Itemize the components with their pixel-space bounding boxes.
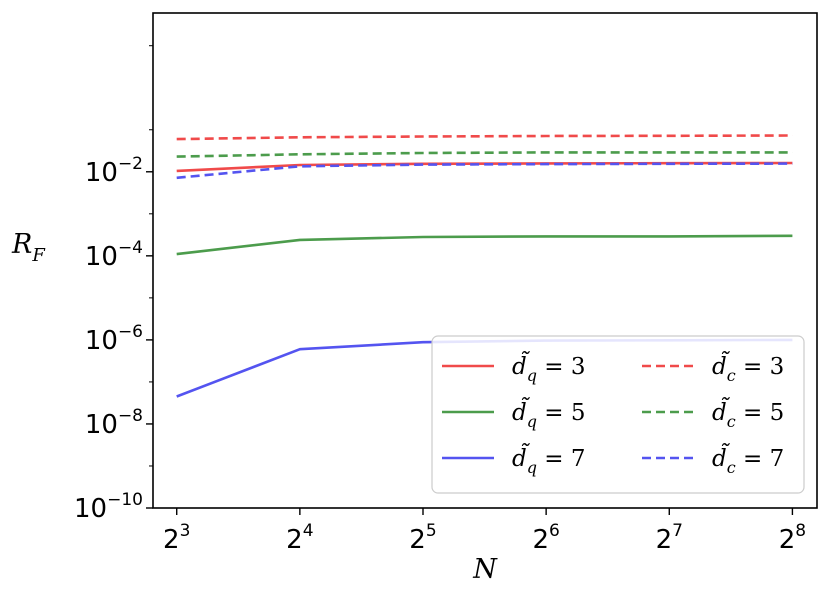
legend-label-subscript: q — [527, 366, 537, 385]
y-axis-label-main: R — [11, 229, 32, 260]
y-tick-label: 10−2 — [85, 154, 143, 188]
x-tick-exponent: 7 — [672, 521, 683, 541]
legend-label-value: = 7 — [537, 446, 586, 472]
series-line — [176, 151, 793, 158]
y-tick-exponent: −4 — [118, 238, 143, 258]
legend-label-value: = 5 — [736, 400, 785, 426]
legend-label-value: = 3 — [736, 354, 785, 380]
legend-label-subscript: q — [527, 412, 537, 431]
x-tick-label: 27 — [656, 521, 683, 555]
legend-label-symbol: d̃ — [712, 442, 731, 472]
y-axis-label-subscript: F — [31, 245, 46, 266]
y-tick-base: 10 — [85, 158, 118, 188]
x-tick-exponent: 5 — [426, 521, 437, 541]
legend: d̃q = 3d̃q = 5d̃q = 7d̃c = 3d̃c = 5d̃c =… — [431, 335, 805, 494]
legend-label-subscript: c — [727, 366, 736, 385]
x-tick-base: 2 — [409, 525, 426, 555]
x-tick-base: 2 — [656, 525, 673, 555]
series-line — [176, 162, 793, 180]
x-axis-label: N — [472, 554, 498, 585]
legend-label-value: = 5 — [537, 400, 586, 426]
legend-label-value: = 7 — [736, 446, 785, 472]
x-tick-exponent: 6 — [549, 521, 560, 541]
legend-label: d̃q = 7 — [512, 442, 586, 477]
y-tick-label: 10−10 — [74, 490, 143, 524]
x-tick-exponent: 4 — [303, 521, 314, 541]
y-axis-label: RF — [11, 229, 46, 266]
x-tick-label: 24 — [286, 521, 313, 555]
legend-label: d̃c = 3 — [712, 350, 784, 385]
legend-label-symbol: d̃ — [512, 350, 531, 380]
x-axis-ticks: 23 24 25 26 27 28 — [163, 508, 806, 555]
x-tick-base: 2 — [532, 525, 549, 555]
legend-label-value: = 3 — [537, 354, 586, 380]
legend-label: d̃c = 5 — [712, 396, 784, 431]
y-tick-base: 10 — [85, 326, 118, 356]
x-tick-label: 28 — [779, 521, 806, 555]
x-tick-label: 26 — [532, 521, 559, 555]
legend-label: d̃q = 3 — [512, 350, 586, 385]
plot-frame — [152, 12, 818, 509]
y-tick-label: 10−6 — [85, 322, 143, 356]
legend-label-subscript: c — [727, 458, 736, 477]
x-tick-base: 2 — [286, 525, 303, 555]
series-line — [176, 134, 793, 141]
legend-label-symbol: d̃ — [512, 442, 531, 472]
x-tick-exponent: 8 — [795, 521, 806, 541]
y-axis-ticks: 10−210−410−610−810−10 — [74, 45, 153, 524]
y-tick-base: 10 — [74, 494, 107, 524]
legend-label: d̃q = 5 — [512, 396, 586, 431]
x-tick-label: 23 — [163, 521, 190, 555]
x-tick-label: 25 — [409, 521, 436, 555]
y-tick-label: 10−8 — [85, 406, 143, 440]
y-tick-exponent: −10 — [107, 490, 143, 510]
legend-label: d̃c = 7 — [712, 442, 784, 477]
x-tick-base: 2 — [163, 525, 180, 555]
y-tick-exponent: −6 — [118, 322, 143, 342]
legend-label-subscript: c — [727, 412, 736, 431]
legend-box — [431, 335, 805, 494]
y-tick-exponent: −8 — [118, 406, 143, 426]
legend-label-symbol: d̃ — [712, 396, 731, 426]
x-tick-exponent: 3 — [180, 521, 191, 541]
y-tick-label: 10−4 — [85, 238, 143, 272]
legend-label-subscript: q — [527, 458, 537, 477]
legend-label-symbol: d̃ — [712, 350, 731, 380]
y-tick-base: 10 — [85, 242, 118, 272]
series-line — [176, 234, 793, 256]
y-tick-exponent: −2 — [118, 154, 143, 174]
x-tick-base: 2 — [779, 525, 796, 555]
y-tick-base: 10 — [85, 410, 118, 440]
legend-label-symbol: d̃ — [512, 396, 531, 426]
